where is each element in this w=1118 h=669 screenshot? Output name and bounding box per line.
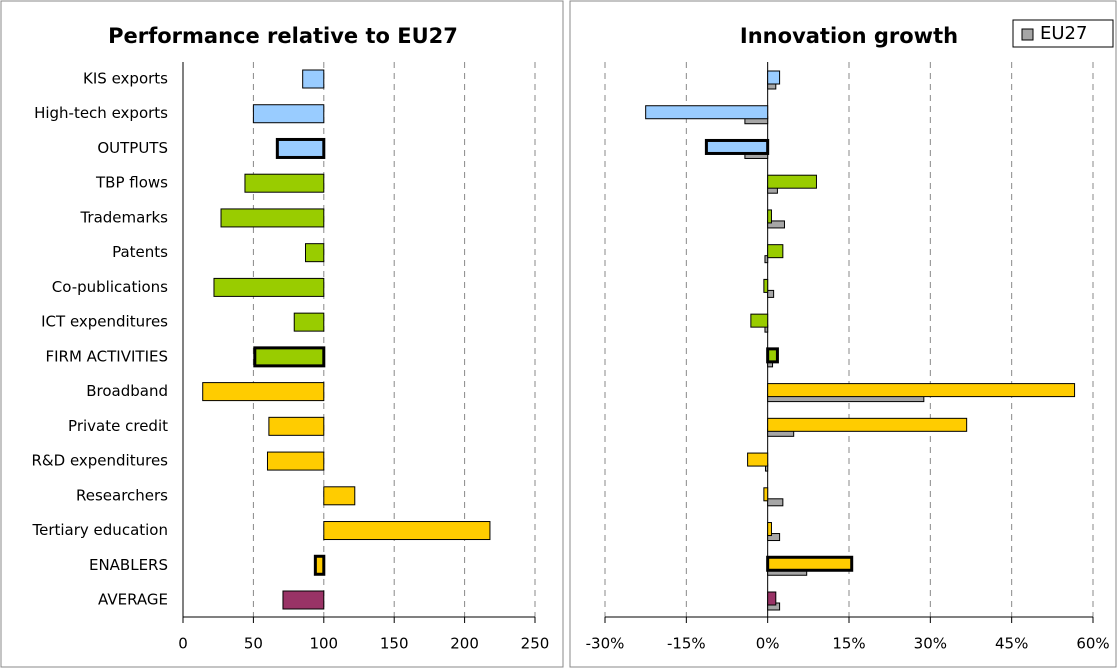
x-tick-label: -30% — [586, 635, 625, 653]
y-tick-label: KIS exports — [83, 70, 168, 88]
x-tick-label: 50 — [244, 635, 263, 653]
y-tick-label: FIRM ACTIVITIES — [45, 347, 168, 365]
bar — [704, 138, 770, 155]
bar — [244, 173, 325, 193]
y-tick-label: OUTPUTS — [97, 139, 168, 157]
right-panel — [569, 0, 1117, 668]
bar — [275, 137, 326, 159]
y-tick-label: High-tech exports — [34, 104, 168, 122]
y-tick-label: Co-publications — [52, 278, 168, 296]
eu-bar — [767, 289, 775, 298]
y-tick-label: R&D expenditures — [32, 452, 169, 470]
y-tick-label: AVERAGE — [98, 591, 168, 609]
y-tick-label: Broadband — [86, 382, 168, 400]
bar — [767, 522, 772, 537]
bar — [763, 278, 769, 293]
bar — [213, 277, 325, 297]
bar — [767, 70, 781, 85]
x-tick-label: 15% — [832, 635, 865, 653]
eu-bar — [767, 498, 784, 507]
bar — [763, 487, 769, 502]
x-tick-label: 60% — [1076, 635, 1109, 653]
y-tick-label: Private credit — [68, 417, 168, 435]
bar — [253, 346, 326, 368]
bar — [313, 554, 326, 576]
x-tick-label: 45% — [995, 635, 1028, 653]
bar — [767, 417, 968, 432]
legend-label: EU27 — [1040, 23, 1087, 44]
y-tick-label: Researchers — [76, 486, 168, 504]
y-tick-label: ENABLERS — [89, 556, 168, 574]
bar — [767, 591, 777, 606]
x-tick-label: 150 — [380, 635, 409, 653]
x-tick-label: 100 — [309, 635, 338, 653]
chart-title: Performance relative to EU27 — [108, 24, 458, 48]
bar — [323, 521, 491, 541]
bar — [302, 69, 325, 89]
bar — [747, 452, 769, 467]
bar — [766, 555, 854, 572]
chart-title: Innovation growth — [740, 24, 958, 48]
bar — [304, 243, 325, 263]
bar — [202, 382, 325, 402]
y-tick-label: Tertiary education — [32, 521, 169, 539]
bar — [767, 174, 817, 189]
x-tick-label: 30% — [914, 635, 947, 653]
bar — [323, 486, 356, 506]
bar — [767, 244, 784, 259]
y-tick-label: TBP flows — [95, 174, 168, 192]
bar — [220, 208, 325, 228]
y-tick-label: ICT expenditures — [41, 313, 168, 331]
left-panel — [0, 0, 564, 668]
bar — [767, 209, 772, 224]
bar — [266, 451, 325, 471]
bar — [767, 383, 1076, 398]
y-tick-label: Patents — [112, 243, 168, 261]
bar — [750, 313, 769, 328]
x-tick-label: -15% — [667, 635, 706, 653]
eu-bar — [767, 220, 785, 229]
x-tick-label: 0% — [756, 635, 780, 653]
x-tick-label: 0 — [178, 635, 188, 653]
bar — [645, 105, 769, 120]
bar — [268, 416, 325, 436]
legend-swatch — [1021, 28, 1034, 41]
bar — [252, 104, 325, 124]
y-tick-label: Trademarks — [79, 208, 168, 226]
bar — [282, 590, 325, 610]
x-tick-label: 250 — [521, 635, 550, 653]
bar — [293, 312, 325, 332]
eu-bar — [767, 533, 781, 542]
x-tick-label: 200 — [450, 635, 479, 653]
bar — [766, 347, 779, 364]
eu-bar — [764, 255, 769, 264]
